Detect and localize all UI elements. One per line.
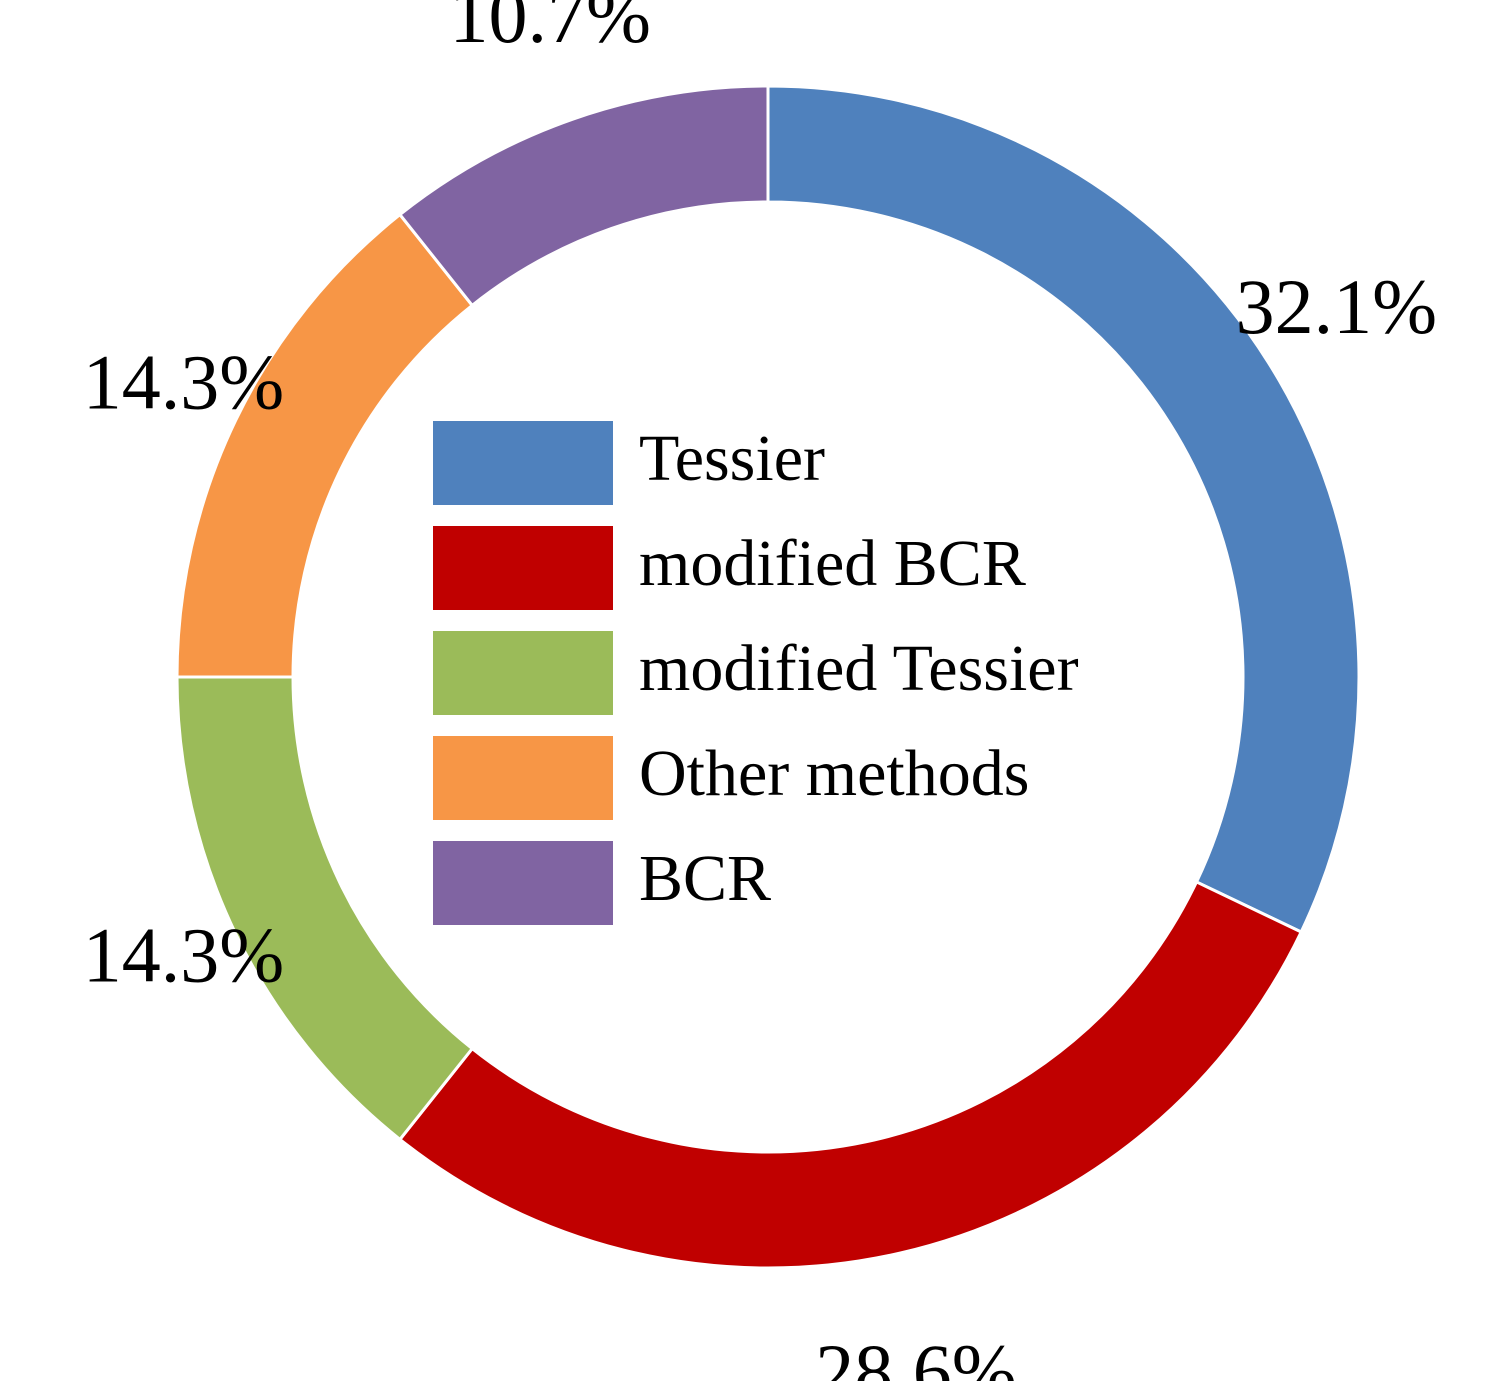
- slices-layer: [175, 84, 1361, 1270]
- legend-swatch-tessier: [433, 421, 613, 505]
- data-label-modified-tessier: 14.3%: [83, 912, 284, 999]
- slice-modified-tessier: [175, 675, 475, 1142]
- legend-label-other-methods: Other methods: [639, 737, 1029, 810]
- slice-modified-bcr: [397, 879, 1304, 1270]
- slice-other-methods: [175, 212, 475, 679]
- data-labels-layer: 32.1% 28.6% 14.3% 14.3% 10.7%: [83, 0, 1437, 1381]
- legend-label-modified-tessier: modified Tessier: [639, 632, 1079, 705]
- legend-label-bcr: BCR: [639, 842, 771, 915]
- legend-swatch-bcr: [433, 841, 613, 925]
- data-label-tessier: 32.1%: [1236, 263, 1437, 350]
- legend: Tessier modified BCR modified Tessier Other…: [433, 421, 1079, 925]
- data-label-modified-bcr: 28.6%: [815, 1328, 1016, 1381]
- legend-label-modified-bcr: modified BCR: [639, 527, 1026, 600]
- legend-swatch-other-methods: [433, 736, 613, 820]
- data-label-bcr: 10.7%: [450, 0, 651, 59]
- data-label-other-methods: 14.3%: [83, 338, 284, 425]
- slice-bcr: [397, 84, 770, 308]
- slice-tessier: [766, 84, 1361, 934]
- legend-label-tessier: Tessier: [639, 422, 825, 495]
- legend-swatch-modified-tessier: [433, 631, 613, 715]
- legend-swatch-modified-bcr: [433, 526, 613, 610]
